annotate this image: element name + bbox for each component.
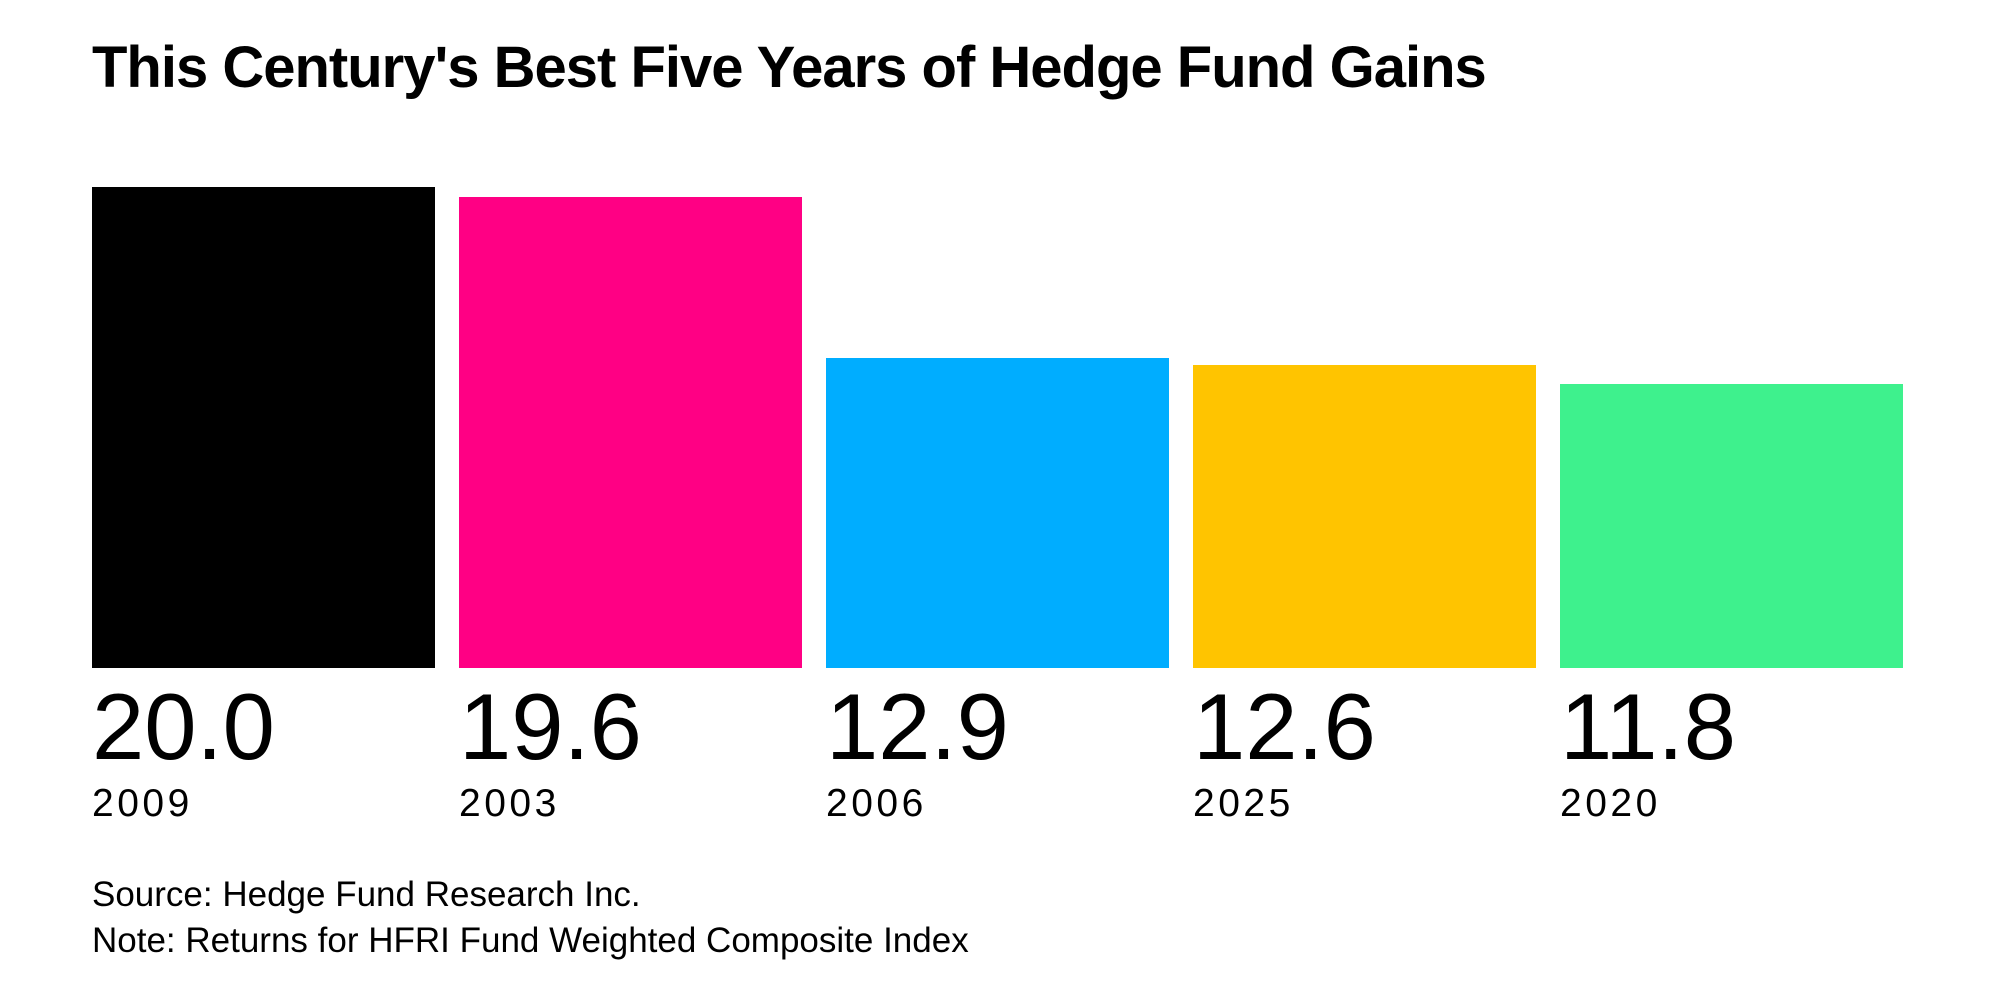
bar-label-group: 11.8 2020	[1560, 668, 1903, 825]
methodology-note: Note: Returns for HFRI Fund Weighted Com…	[92, 921, 969, 960]
bar-2003	[459, 197, 802, 668]
chart-footnotes: Source: Hedge Fund Research Inc. Note: R…	[92, 872, 969, 964]
bar-value-label: 19.6	[459, 674, 642, 779]
bar-label-group: 12.9 2006	[826, 668, 1169, 825]
bar-value-label: 12.6	[1193, 674, 1376, 779]
bar-2009	[92, 187, 435, 668]
bar-labels: 20.0 2009 19.6 2003 12.9 2006 12.6 2025 11.8 2020	[92, 668, 1903, 825]
bar-2006	[826, 358, 1169, 668]
bar-year-label: 2025	[1193, 782, 1294, 825]
bar-series	[92, 0, 1904, 668]
chart-title: This Century's Best Five Years of Hedge …	[92, 35, 1487, 100]
source-note: Source: Hedge Fund Research Inc.	[92, 875, 641, 914]
bar-2025	[1193, 365, 1536, 668]
bar-year-label: 2009	[92, 782, 193, 825]
bar-label-group: 19.6 2003	[459, 668, 802, 825]
bar-label-group: 12.6 2025	[1193, 668, 1536, 825]
bar-value-label: 11.8	[1560, 674, 1736, 779]
bar-value-label: 12.9	[826, 674, 1009, 779]
bar-year-label: 2003	[459, 782, 560, 825]
bar-label-group: 20.0 2009	[92, 668, 435, 825]
bar-year-label: 2006	[826, 782, 927, 825]
bar-value-label: 20.0	[92, 674, 275, 779]
bar-2020	[1560, 384, 1903, 668]
bar-year-label: 2020	[1560, 782, 1661, 825]
